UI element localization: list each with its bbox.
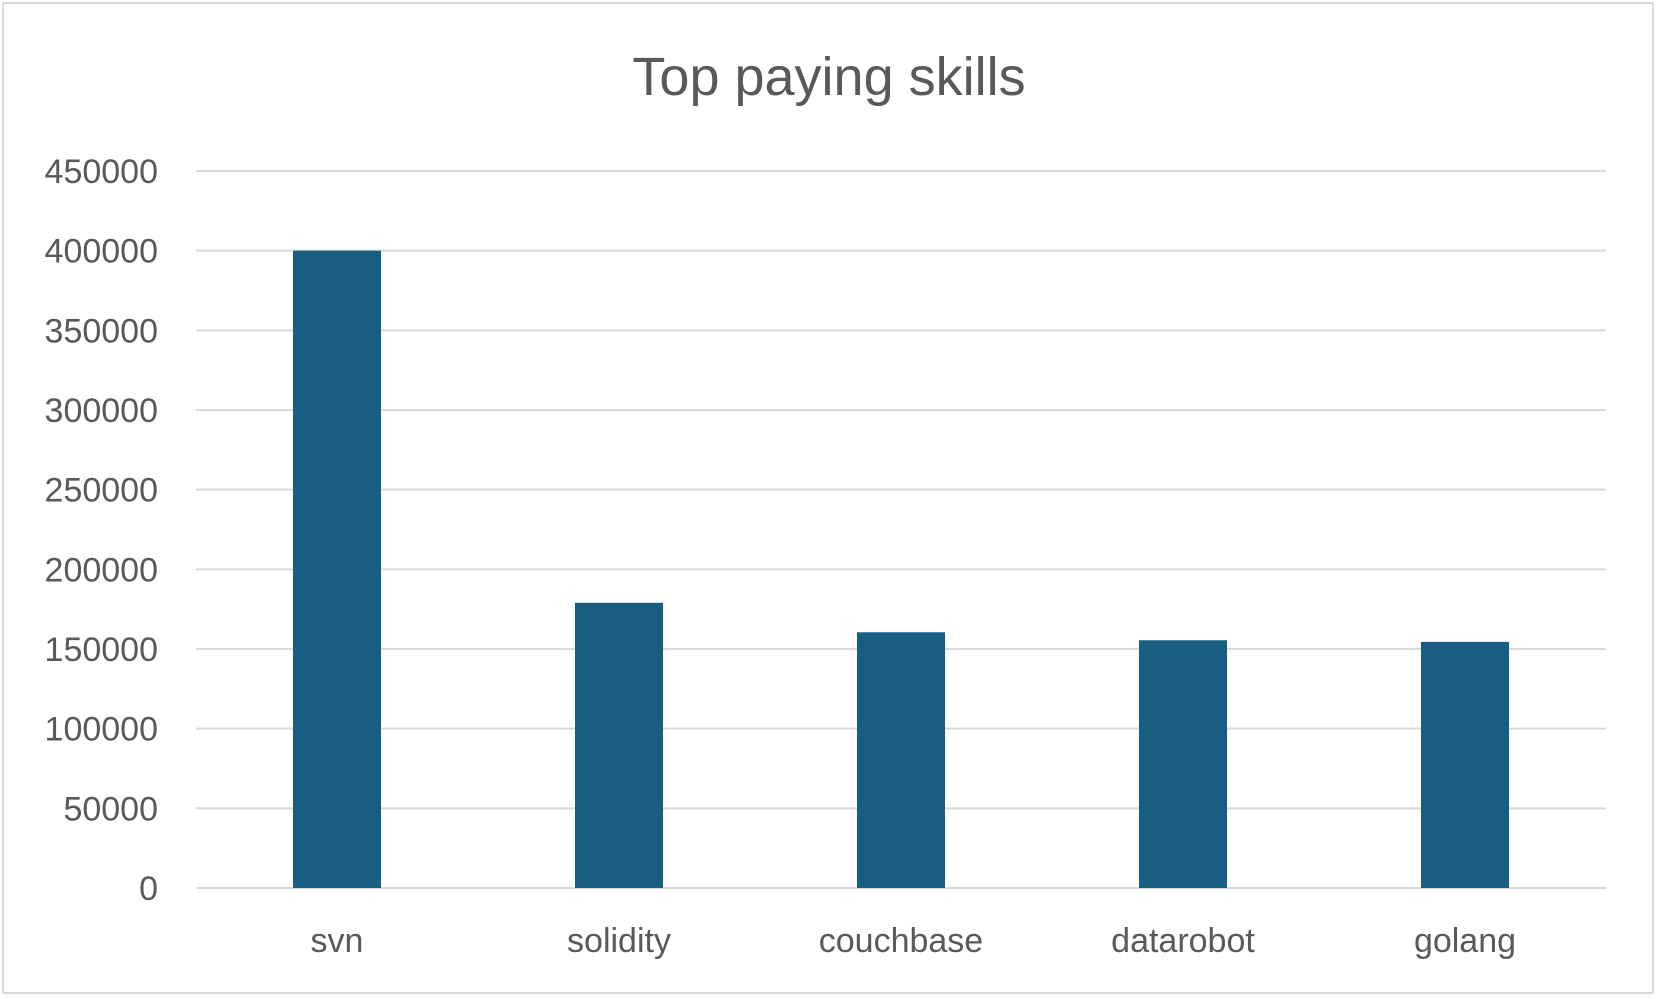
bars (293, 250, 1509, 888)
bar-svn (293, 250, 381, 888)
chart-title: Top paying skills (632, 47, 1025, 107)
bar-couchbase (857, 632, 945, 888)
x-tick-label: couchbase (819, 922, 983, 960)
bar-datarobot (1139, 640, 1227, 888)
y-tick-label: 0 (139, 870, 158, 908)
x-tick-label: svn (311, 922, 364, 960)
x-tick-label: solidity (567, 922, 671, 960)
y-tick-label: 300000 (45, 392, 158, 430)
y-axis-ticks: 0 50000 100000 150000 200000 250000 300000 3500… (45, 153, 158, 908)
y-tick-label: 50000 (63, 790, 158, 828)
y-tick-label: 350000 (45, 312, 158, 350)
gridlines (196, 170, 1606, 889)
x-axis-ticks: svn solidity couchbase datarobot golang (311, 922, 1517, 960)
x-tick-label: datarobot (1111, 922, 1255, 960)
bar-golang (1421, 641, 1509, 888)
y-tick-label: 200000 (45, 551, 158, 589)
x-tick-label: golang (1414, 922, 1516, 960)
y-tick-label: 100000 (45, 711, 158, 749)
y-tick-label: 400000 (45, 233, 158, 271)
y-tick-label: 250000 (45, 472, 158, 510)
y-tick-label: 150000 (45, 631, 158, 669)
bar-solidity (575, 602, 663, 888)
y-tick-label: 450000 (45, 153, 158, 191)
